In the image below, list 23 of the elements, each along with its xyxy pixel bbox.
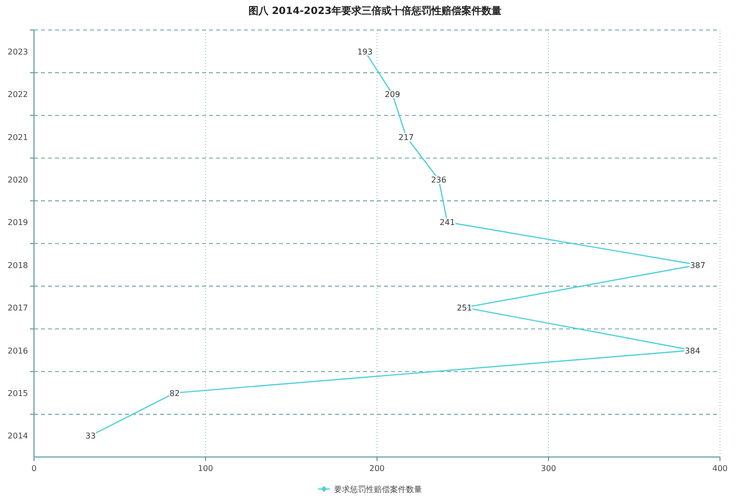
x-tick-label: 0 <box>31 464 37 473</box>
x-tick-label: 200 <box>369 464 385 473</box>
data-label: 33 <box>86 432 96 441</box>
y-tick-label: 2021 <box>8 132 28 142</box>
y-tick-label: 2022 <box>8 90 28 100</box>
chart-title: 图八 2014-2023年要求三倍或十倍惩罚性赔偿案件数量 <box>248 5 502 17</box>
data-label: 387 <box>690 260 706 270</box>
y-tick-label: 2014 <box>8 432 28 441</box>
data-label: 241 <box>440 218 455 228</box>
y-tick-label: 2018 <box>8 260 28 270</box>
y-tick-label: 2019 <box>8 218 28 228</box>
data-label: 193 <box>357 47 373 56</box>
data-label: 384 <box>684 346 700 356</box>
y-tick-label: 2020 <box>8 175 28 184</box>
x-tick-label: 300 <box>540 464 556 473</box>
y-tick-label: 2017 <box>8 304 28 313</box>
y-tick-label: 2023 <box>8 47 28 56</box>
data-label: 251 <box>456 304 472 313</box>
x-tick-label: 100 <box>198 464 214 473</box>
legend-label: 要求惩罚性赔偿案件数量 <box>334 485 422 494</box>
x-tick-label: 400 <box>712 464 728 473</box>
y-tick-label: 2016 <box>8 346 28 356</box>
y-tick-label: 2015 <box>8 388 28 398</box>
